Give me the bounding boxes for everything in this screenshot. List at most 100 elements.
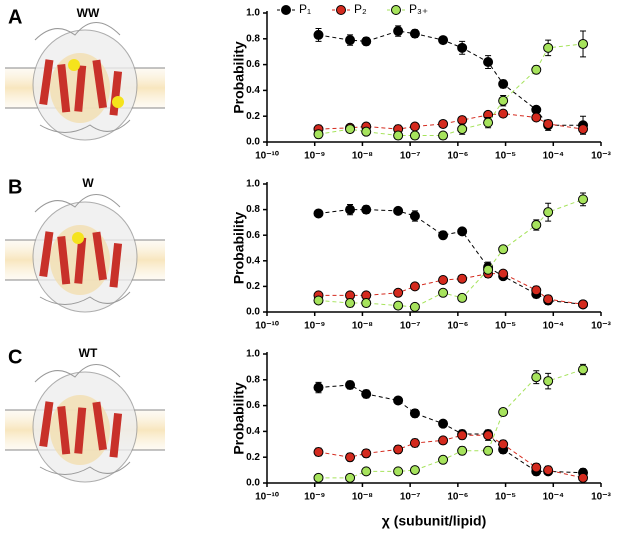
y-tick-label: 1.0 <box>246 349 260 360</box>
x-tick-label: 10⁻³ <box>591 492 611 503</box>
series-line <box>318 198 584 308</box>
point <box>345 452 356 463</box>
series <box>313 363 589 483</box>
point <box>361 204 372 215</box>
point <box>578 364 589 375</box>
series-line <box>318 384 584 474</box>
series <box>313 429 589 483</box>
point <box>543 294 554 305</box>
x-tick-label: 10⁻⁵ <box>495 492 516 503</box>
point <box>438 118 449 129</box>
point <box>361 466 372 477</box>
y-tick-label: 0.6 <box>246 400 260 411</box>
point <box>409 121 420 132</box>
y-tick-label: 0.2 <box>246 452 260 463</box>
x-tick-label: 10⁻⁷ <box>400 492 421 503</box>
x-tick-label: 10⁻⁸ <box>352 321 373 332</box>
y-tick-label: 0.4 <box>246 255 260 266</box>
y-tick-label: 0.6 <box>246 230 260 241</box>
series <box>313 30 589 141</box>
point <box>313 382 324 393</box>
point <box>438 454 449 465</box>
panel-title: WT <box>79 346 98 360</box>
series <box>313 379 589 478</box>
x-tick-label: 10⁻⁷ <box>400 151 421 162</box>
point <box>409 28 420 39</box>
y-tick-label: 0.4 <box>246 85 260 96</box>
panel-label: C <box>8 346 22 368</box>
y-tick-label: 0.4 <box>246 426 260 437</box>
point <box>498 268 509 279</box>
point <box>457 115 468 126</box>
point <box>483 264 494 275</box>
y-tick-label: 0.0 <box>246 478 260 489</box>
point <box>393 444 404 455</box>
y-axis-label: Probability <box>231 212 247 285</box>
legend-marker <box>336 5 346 15</box>
x-tick-label: 10⁻⁵ <box>495 321 516 332</box>
point <box>531 462 542 473</box>
y-tick-label: 0.8 <box>246 204 260 215</box>
point <box>543 42 554 53</box>
y-tick-label: 0.8 <box>246 374 260 385</box>
point <box>457 226 468 237</box>
panel-title: W <box>82 176 94 190</box>
point <box>361 126 372 137</box>
y-tick-label: 0.0 <box>246 137 260 148</box>
point <box>483 445 494 456</box>
point <box>578 299 589 310</box>
point <box>393 466 404 477</box>
point <box>313 29 324 40</box>
point <box>345 124 356 135</box>
point <box>393 300 404 311</box>
point <box>438 435 449 446</box>
point <box>393 130 404 141</box>
series-line <box>318 209 584 305</box>
series-line <box>318 369 584 479</box>
point <box>483 57 494 68</box>
point <box>361 448 372 459</box>
y-tick-label: 0.8 <box>246 33 260 44</box>
point <box>393 26 404 37</box>
point <box>578 194 589 205</box>
panel-title: WW <box>77 6 100 20</box>
y-tick-label: 0.2 <box>246 111 260 122</box>
point <box>313 208 324 219</box>
y-tick-label: 1.0 <box>246 8 260 19</box>
point <box>457 124 468 135</box>
point <box>483 117 494 128</box>
point <box>498 439 509 450</box>
x-tick-label: 10⁻⁶ <box>447 151 468 162</box>
point <box>345 379 356 390</box>
series <box>313 192 589 312</box>
point <box>483 430 494 441</box>
point <box>409 438 420 449</box>
x-tick-label: 10⁻³ <box>591 151 611 162</box>
point <box>543 118 554 129</box>
point <box>361 388 372 399</box>
x-tick-label: 10⁻⁴ <box>543 492 564 503</box>
point <box>498 244 509 255</box>
y-tick-label: 0.0 <box>246 307 260 318</box>
point <box>531 285 542 296</box>
point <box>409 408 420 419</box>
panel-label: A <box>8 6 22 28</box>
x-tick-label: 10⁻⁴ <box>543 321 564 332</box>
legend-marker <box>281 5 291 15</box>
point <box>457 292 468 303</box>
series <box>313 25 589 135</box>
point <box>313 447 324 458</box>
point <box>438 35 449 46</box>
series-line <box>318 113 584 130</box>
x-tick-label: 10⁻⁷ <box>400 321 421 332</box>
point <box>531 372 542 383</box>
point <box>531 112 542 123</box>
x-tick-label: 10⁻³ <box>591 321 611 332</box>
axes <box>266 352 601 484</box>
point <box>543 465 554 476</box>
point <box>498 95 509 106</box>
point <box>361 36 372 47</box>
protein-b <box>4 194 166 313</box>
point <box>457 42 468 53</box>
point <box>345 35 356 46</box>
